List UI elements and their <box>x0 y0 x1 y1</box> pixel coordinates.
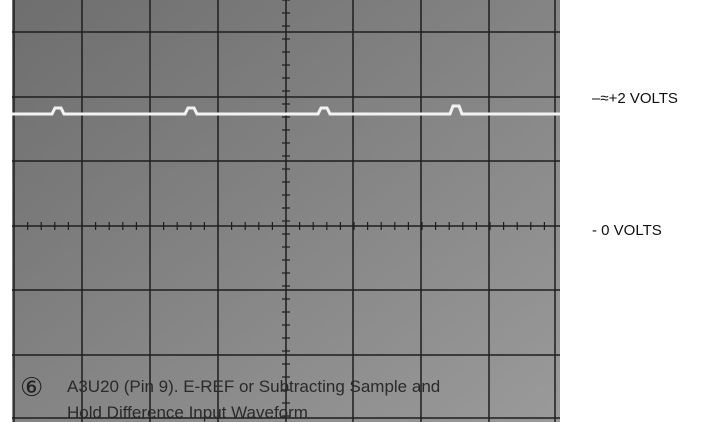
center-ticks <box>13 0 546 417</box>
level-label: - 0 VOLTS <box>592 222 662 239</box>
level-label: –≈+2 VOLTS <box>592 90 678 107</box>
figure-number: ⑥ <box>20 372 43 402</box>
caption-line: A3U20 (Pin 9). E-REF or Subtracting Samp… <box>67 377 440 396</box>
graticule <box>12 0 560 422</box>
waveform-trace <box>12 104 560 116</box>
caption-line: Hold Difference Input Waveform <box>67 403 308 422</box>
